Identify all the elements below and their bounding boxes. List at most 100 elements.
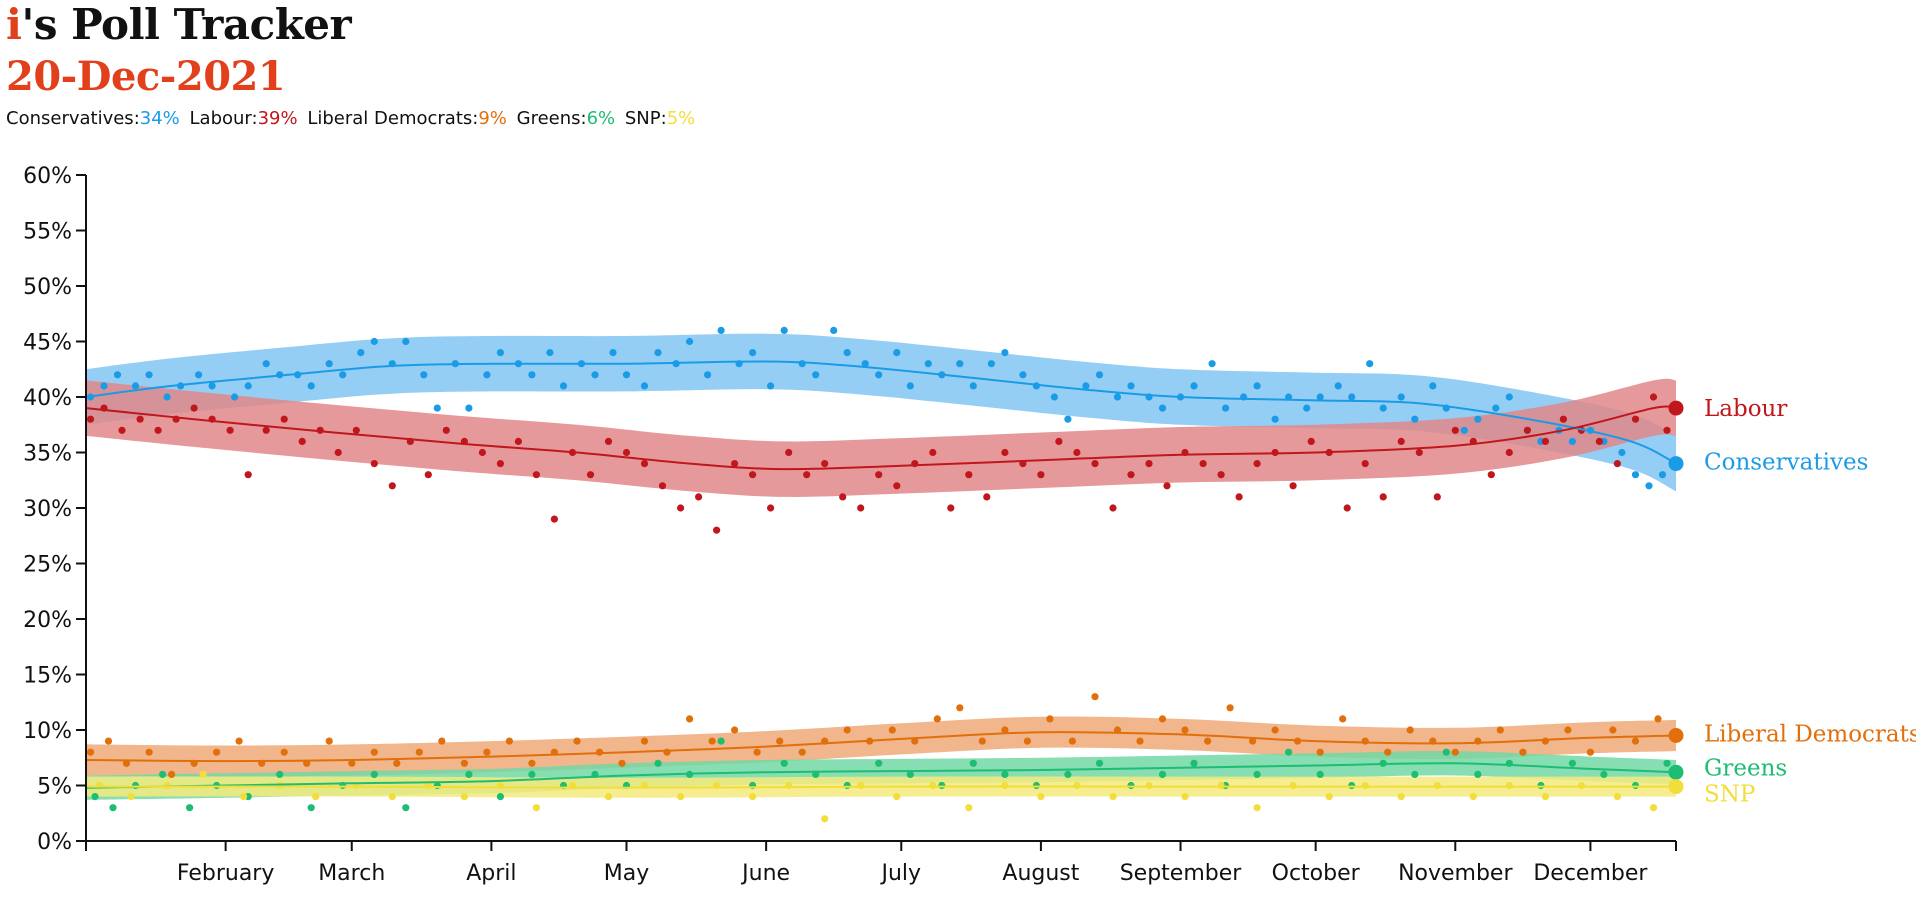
summary-conservatives-value: 34% — [139, 108, 180, 129]
greens-poll-point — [465, 770, 473, 779]
labour-poll-point — [352, 426, 360, 434]
labour-trend-line — [85, 405, 1677, 471]
greens-poll-point — [906, 770, 914, 779]
liberal-democrats-poll-point — [370, 748, 378, 756]
y-tick-label: 25% — [23, 553, 72, 578]
liberal-democrats-poll-point — [573, 737, 581, 745]
liberal-democrats-poll-point — [1406, 726, 1414, 734]
snp-poll-point — [1577, 781, 1585, 790]
labour-poll-point — [1163, 482, 1171, 490]
greens-poll-point — [91, 793, 99, 801]
liberal-democrats-poll-point — [798, 748, 806, 756]
conservatives-poll-point — [231, 393, 239, 401]
conservatives-poll-point — [163, 393, 171, 401]
x-tick-label: July — [879, 861, 921, 886]
snp-poll-point — [1361, 781, 1369, 790]
snp-poll-point — [1649, 804, 1658, 812]
conservatives-poll-point — [483, 371, 491, 379]
conservatives-poll-point — [433, 404, 441, 412]
x-tick-label: November — [1398, 861, 1513, 886]
conservatives-poll-point — [339, 371, 347, 379]
conservatives-poll-point — [591, 371, 599, 379]
labour-poll-point — [1217, 471, 1225, 479]
labour-poll-point — [1199, 460, 1207, 468]
labour-poll-point — [262, 426, 270, 434]
conservatives-poll-point — [357, 349, 365, 357]
labour-poll-point — [190, 404, 198, 412]
summary-greens-label: Greens: — [516, 108, 587, 129]
liberal-democrats-poll-point — [956, 704, 964, 712]
liberal-democrats-poll-point — [1496, 726, 1504, 734]
conservatives-poll-point — [559, 382, 568, 390]
labour-poll-point — [280, 415, 288, 423]
conservatives-poll-point — [609, 349, 617, 357]
x-tick-label: February — [177, 861, 275, 886]
conservatives-poll-point — [1379, 404, 1387, 412]
y-tick-label: 40% — [23, 386, 72, 411]
liberal-democrats-poll-point — [415, 748, 423, 756]
liberal-democrats-poll-point — [104, 737, 113, 745]
snp-poll-point — [1289, 781, 1297, 790]
greens-poll-point — [307, 804, 315, 812]
conservatives-poll-point — [686, 337, 694, 346]
x-tick-label: April — [466, 861, 516, 886]
liberal-democrats-poll-point — [1249, 737, 1257, 745]
greens-poll-point — [1631, 781, 1640, 790]
liberal-democrats-poll-point — [731, 726, 739, 734]
conservatives-poll-point — [780, 326, 788, 334]
conservatives-poll-point — [402, 337, 410, 346]
chart-title: i's Poll Tracker — [6, 0, 699, 50]
labour-poll-point — [1235, 493, 1243, 501]
labour-poll-point — [1487, 471, 1495, 479]
conservatives-poll-point — [1064, 415, 1072, 423]
conservatives-poll-point — [496, 349, 504, 357]
labour-poll-point — [1505, 448, 1513, 457]
labour-poll-point — [713, 526, 721, 534]
labour-poll-point — [803, 471, 811, 479]
conservatives-poll-point — [420, 371, 428, 379]
conservatives-poll-point — [145, 371, 153, 379]
labour-poll-point — [1127, 471, 1135, 479]
conservatives-poll-point — [113, 371, 122, 379]
y-tick-label: 50% — [23, 275, 72, 300]
summary-snp-label: SNP: — [624, 108, 667, 129]
greens-poll-point — [1411, 770, 1419, 779]
liberal-democrats-poll-point — [888, 726, 896, 734]
conservatives-poll-point — [812, 371, 820, 379]
labour-poll-point — [532, 471, 541, 479]
conservatives-poll-point — [843, 349, 851, 357]
liberal-democrats-poll-point — [708, 737, 716, 745]
snp-poll-point — [893, 793, 901, 801]
summary-line: Conservatives:34% Labour:39% Liberal Dem… — [6, 106, 699, 132]
conservatives-poll-point — [1113, 393, 1122, 401]
greens-poll-point — [1537, 781, 1545, 790]
snp-poll-point — [1109, 793, 1117, 801]
liberal-democrats-poll-point — [1046, 715, 1054, 723]
labour-poll-point — [1559, 415, 1567, 423]
snp-poll-point — [965, 804, 973, 812]
labour-poll-point — [1595, 437, 1603, 445]
liberal-democrats-poll-point — [618, 759, 626, 767]
labour-poll-point — [731, 460, 739, 468]
liberal-democrats-poll-point — [483, 748, 491, 756]
conservatives-poll-point — [528, 371, 536, 379]
snp-poll-point — [1217, 781, 1225, 790]
greens-poll-point — [1032, 781, 1040, 790]
snp-poll-point — [1469, 793, 1477, 801]
labour-poll-point — [1397, 437, 1405, 445]
liberal-democrats-poll-point — [86, 748, 95, 756]
liberal-democrats-poll-point — [1631, 737, 1640, 745]
greens-poll-point — [1568, 759, 1576, 767]
date-label: 20-Dec-2021 — [6, 53, 286, 100]
greens-end-label: Greens — [1704, 756, 1787, 782]
labour-poll-point — [442, 426, 450, 434]
x-tick-label: December — [1533, 861, 1648, 886]
snp-end-label: SNP — [1704, 781, 1755, 807]
labour-poll-point — [586, 471, 595, 479]
conservatives-poll-point — [956, 360, 964, 368]
y-tick-label: 0% — [37, 830, 72, 855]
conservatives-end-marker — [1668, 456, 1684, 472]
liberal-democrats-poll-point — [1181, 726, 1189, 734]
conservatives-poll-point — [1082, 382, 1090, 390]
labour-poll-point — [1649, 393, 1658, 401]
